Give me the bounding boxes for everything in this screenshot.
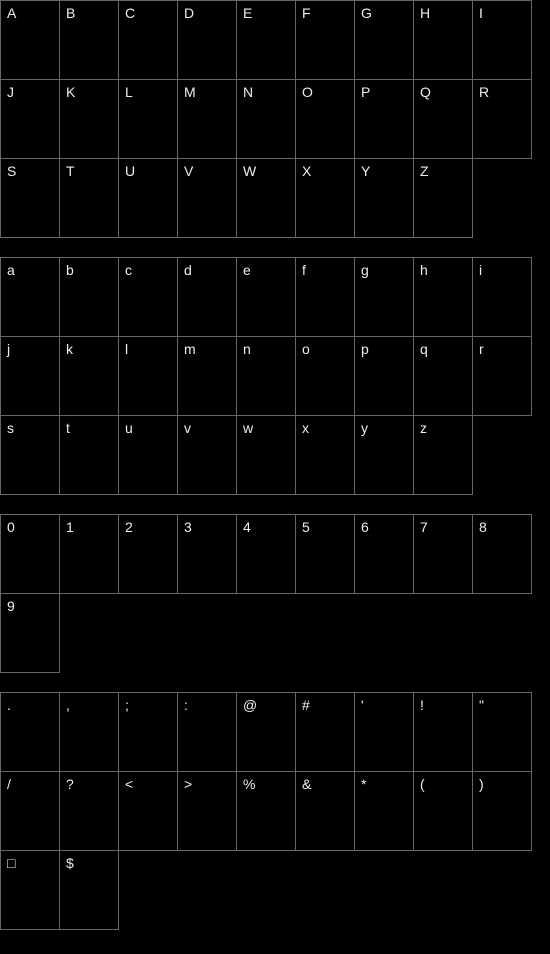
glyph-cell: . — [0, 692, 60, 772]
glyph-cell: m — [177, 336, 237, 416]
glyph-cell: s — [0, 415, 60, 495]
digits-grid: 012345678 9 — [0, 514, 540, 672]
glyph-cell: , — [59, 692, 119, 772]
glyph-cell: T — [59, 158, 119, 238]
glyph-cell: c — [118, 257, 178, 337]
glyph-cell: □ — [0, 850, 60, 930]
glyph-cell: / — [0, 771, 60, 851]
glyph-cell: h — [413, 257, 473, 337]
glyph-cell: > — [177, 771, 237, 851]
glyph-cell: r — [472, 336, 532, 416]
glyph-cell: * — [354, 771, 414, 851]
glyph-cell: x — [295, 415, 355, 495]
glyph-cell: 2 — [118, 514, 178, 594]
glyph-cell: 3 — [177, 514, 237, 594]
spacer — [0, 237, 550, 257]
glyph-cell: D — [177, 0, 237, 80]
symbols-grid: .,;:@#'!" /?<>%&*() □$ — [0, 692, 540, 929]
glyph-cell: X — [295, 158, 355, 238]
glyph-cell: U — [118, 158, 178, 238]
glyph-cell: o — [295, 336, 355, 416]
glyph-cell: # — [295, 692, 355, 772]
glyph-cell: ; — [118, 692, 178, 772]
glyph-cell: q — [413, 336, 473, 416]
glyph-cell: I — [472, 0, 532, 80]
glyph-cell: 0 — [0, 514, 60, 594]
glyph-cell: Z — [413, 158, 473, 238]
spacer — [0, 672, 550, 692]
glyph-cell: f — [295, 257, 355, 337]
glyph-cell: & — [295, 771, 355, 851]
glyph-cell: t — [59, 415, 119, 495]
glyph-cell: b — [59, 257, 119, 337]
glyph-cell: g — [354, 257, 414, 337]
glyph-cell: 6 — [354, 514, 414, 594]
glyph-cell: E — [236, 0, 296, 80]
glyph-cell: w — [236, 415, 296, 495]
glyph-cell: H — [413, 0, 473, 80]
glyph-cell: M — [177, 79, 237, 159]
glyph-cell: < — [118, 771, 178, 851]
glyph-cell: ( — [413, 771, 473, 851]
glyph-cell: 8 — [472, 514, 532, 594]
glyph-cell: Q — [413, 79, 473, 159]
glyph-cell: 5 — [295, 514, 355, 594]
glyph-cell: O — [295, 79, 355, 159]
glyph-cell: i — [472, 257, 532, 337]
glyph-cell: " — [472, 692, 532, 772]
glyph-cell: a — [0, 257, 60, 337]
glyph-cell: 9 — [0, 593, 60, 673]
glyph-cell: ! — [413, 692, 473, 772]
glyph-cell: ' — [354, 692, 414, 772]
glyph-cell: y — [354, 415, 414, 495]
glyph-cell: @ — [236, 692, 296, 772]
glyph-cell: l — [118, 336, 178, 416]
glyph-cell: $ — [59, 850, 119, 930]
glyph-cell: B — [59, 0, 119, 80]
glyph-cell: V — [177, 158, 237, 238]
glyph-cell: n — [236, 336, 296, 416]
glyph-cell: z — [413, 415, 473, 495]
glyph-cell: j — [0, 336, 60, 416]
glyph-cell: k — [59, 336, 119, 416]
glyph-cell: K — [59, 79, 119, 159]
spacer — [0, 494, 550, 514]
glyph-cell: ? — [59, 771, 119, 851]
glyph-cell: W — [236, 158, 296, 238]
glyph-cell: Y — [354, 158, 414, 238]
glyph-cell: S — [0, 158, 60, 238]
glyph-cell: % — [236, 771, 296, 851]
lowercase-grid: abcdefghi jklmnopqr stuvwxyz — [0, 257, 540, 494]
uppercase-grid: ABCDEFGHI JKLMNOPQR STUVWXYZ — [0, 0, 540, 237]
glyph-cell: G — [354, 0, 414, 80]
glyph-cell: F — [295, 0, 355, 80]
glyph-cell: : — [177, 692, 237, 772]
glyph-cell: L — [118, 79, 178, 159]
glyph-cell: P — [354, 79, 414, 159]
glyph-cell: 1 — [59, 514, 119, 594]
glyph-cell: v — [177, 415, 237, 495]
glyph-cell: N — [236, 79, 296, 159]
glyph-cell: 4 — [236, 514, 296, 594]
glyph-cell: R — [472, 79, 532, 159]
glyph-cell: A — [0, 0, 60, 80]
glyph-cell: C — [118, 0, 178, 80]
glyph-cell: u — [118, 415, 178, 495]
glyph-cell: ) — [472, 771, 532, 851]
glyph-cell: p — [354, 336, 414, 416]
glyph-cell: J — [0, 79, 60, 159]
glyph-cell: e — [236, 257, 296, 337]
glyph-cell: 7 — [413, 514, 473, 594]
glyph-cell: d — [177, 257, 237, 337]
